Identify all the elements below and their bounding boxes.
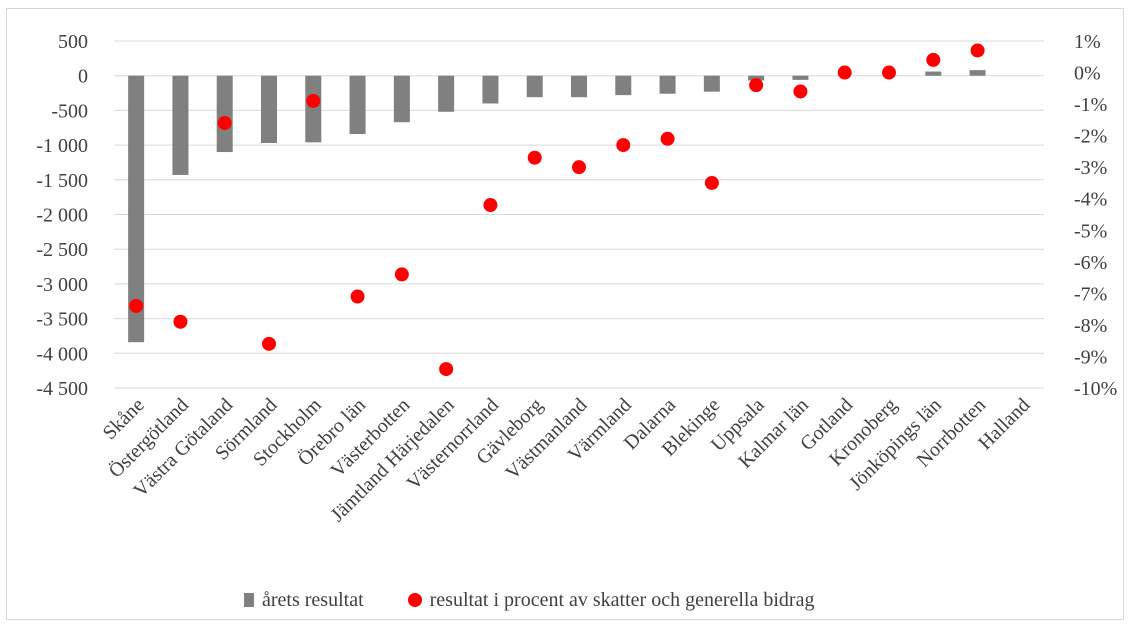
bar bbox=[748, 75, 765, 81]
legend-bar-swatch bbox=[244, 593, 254, 607]
scatter-point bbox=[350, 289, 365, 304]
right-tick-label: 1% bbox=[1074, 31, 1101, 53]
legend-dot-swatch bbox=[407, 593, 422, 607]
bar bbox=[925, 71, 942, 76]
left-tick-label: 500 bbox=[58, 31, 88, 53]
scatter-point bbox=[704, 175, 719, 190]
scatter-point bbox=[572, 160, 586, 175]
scatter-point bbox=[793, 84, 808, 99]
left-axis-ticks: 500 0 -500 -1 000 -1 500 -2 000 -2 500 -3 000 -3… bbox=[36, 31, 88, 400]
left-tick-label: 0 bbox=[78, 66, 88, 88]
scatter-point bbox=[926, 52, 941, 67]
right-axis-ticks: 1% 0% -1% -2% -3% -4% -5% -6% -7% -8% -9% -10% bbox=[1074, 31, 1117, 400]
bar bbox=[969, 70, 986, 76]
bar bbox=[792, 75, 809, 80]
left-tick-label: -1 500 bbox=[36, 170, 88, 192]
right-tick-label: -5% bbox=[1074, 220, 1107, 242]
scatter-point bbox=[262, 336, 276, 351]
right-tick-label: -8% bbox=[1074, 315, 1107, 337]
bar bbox=[615, 75, 632, 96]
bar bbox=[393, 75, 410, 123]
left-tick-label: -4 500 bbox=[36, 378, 88, 400]
left-tick-label: -2 000 bbox=[36, 205, 88, 227]
scatter-series bbox=[129, 43, 985, 377]
scatter-point bbox=[483, 198, 498, 213]
left-tick-label: -2 500 bbox=[36, 239, 88, 261]
scatter-point bbox=[749, 78, 764, 93]
bar bbox=[216, 75, 233, 153]
bar bbox=[261, 75, 277, 144]
scatter-point bbox=[660, 131, 675, 146]
right-tick-label: -7% bbox=[1074, 283, 1107, 305]
right-tick-label: 0% bbox=[1074, 63, 1101, 85]
bar bbox=[172, 75, 189, 175]
bar bbox=[349, 75, 366, 134]
left-tick-label: -4 000 bbox=[36, 343, 88, 365]
bar bbox=[571, 75, 587, 98]
right-tick-label: -3% bbox=[1074, 157, 1107, 179]
bar bbox=[659, 75, 676, 94]
bar bbox=[703, 75, 720, 92]
scatter-point bbox=[616, 138, 631, 153]
left-tick-label: -3 500 bbox=[36, 309, 88, 331]
scatter-point bbox=[837, 65, 852, 80]
scatter-point bbox=[394, 267, 409, 282]
right-tick-label: -6% bbox=[1074, 252, 1107, 274]
scatter-point bbox=[439, 362, 454, 377]
legend-dot-label: resultat i procent av skatter och genere… bbox=[429, 588, 815, 611]
bar bbox=[305, 75, 322, 143]
scatter-point bbox=[217, 116, 232, 131]
left-tick-label: -500 bbox=[51, 100, 88, 122]
right-tick-label: -4% bbox=[1074, 189, 1107, 211]
left-tick-label: -1 000 bbox=[36, 135, 88, 157]
bar bbox=[128, 75, 145, 343]
right-tick-label: -9% bbox=[1074, 346, 1107, 368]
legend: årets resultat resultat i procent av ska… bbox=[244, 586, 964, 614]
scatter-point bbox=[129, 298, 144, 313]
left-tick-label: -3 000 bbox=[36, 274, 88, 296]
scatter-point bbox=[970, 43, 985, 58]
scatter-point bbox=[173, 314, 188, 329]
right-tick-label: -10% bbox=[1074, 378, 1117, 400]
scatter-point bbox=[882, 65, 896, 80]
legend-bar-label: årets resultat bbox=[262, 588, 364, 611]
right-tick-label: -2% bbox=[1074, 126, 1107, 148]
bar bbox=[438, 75, 455, 112]
scatter-point bbox=[527, 150, 542, 165]
bar bbox=[482, 75, 499, 104]
bar bbox=[526, 75, 543, 98]
right-tick-label: -1% bbox=[1074, 94, 1107, 116]
scatter-point bbox=[306, 93, 321, 108]
bar-series bbox=[128, 70, 986, 343]
